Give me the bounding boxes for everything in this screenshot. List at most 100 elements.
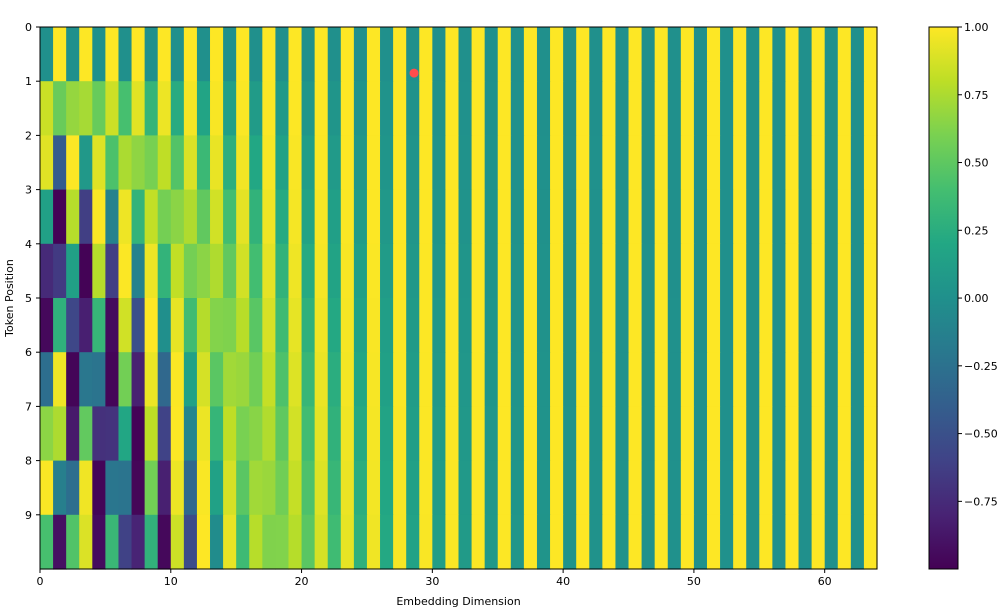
heatmap-cell — [511, 135, 525, 190]
heatmap-cell — [825, 298, 839, 353]
heatmap-cell — [53, 461, 67, 516]
heatmap-cell — [785, 461, 799, 516]
heatmap-cell — [615, 461, 629, 516]
heatmap-cell — [118, 190, 132, 245]
heatmap-cell — [485, 81, 499, 136]
heatmap-cell — [459, 135, 473, 190]
heatmap-cell — [210, 406, 224, 461]
heatmap-cell — [380, 27, 394, 82]
heatmap-cell — [184, 135, 198, 190]
heatmap-cell — [380, 81, 394, 136]
heatmap-cell — [249, 81, 263, 136]
heatmap-cell — [406, 352, 420, 407]
heatmap-cell — [655, 190, 669, 245]
heatmap-cell — [432, 352, 446, 407]
heatmap-cell — [445, 135, 459, 190]
heatmap-cell — [825, 352, 839, 407]
heatmap-cell — [445, 515, 459, 570]
heatmap-cell — [40, 406, 54, 461]
heatmap-cell — [419, 81, 433, 136]
heatmap-cell — [681, 190, 695, 245]
heatmap-cell — [576, 244, 590, 299]
heatmap-cell — [66, 461, 80, 516]
heatmap-cell — [498, 135, 512, 190]
heatmap-cell — [838, 244, 852, 299]
heatmap-cell — [746, 406, 760, 461]
heatmap-cell — [105, 298, 119, 353]
heatmap-cell — [720, 135, 734, 190]
heatmap-cell — [589, 298, 603, 353]
heatmap-cell — [602, 352, 616, 407]
heatmap-cell — [524, 244, 538, 299]
y-tick-label: 5 — [25, 292, 32, 305]
heatmap-cell — [79, 81, 93, 136]
heatmap-cell — [772, 244, 786, 299]
y-tick-label: 4 — [25, 238, 32, 251]
heatmap-cell — [485, 27, 499, 82]
heatmap-cell — [563, 298, 577, 353]
heatmap-cell — [812, 406, 826, 461]
heatmap-cell — [184, 515, 198, 570]
heatmap-cell — [105, 190, 119, 245]
heatmap-cell — [105, 352, 119, 407]
y-tick-label: 2 — [25, 129, 32, 142]
heatmap-cell — [668, 244, 682, 299]
heatmap-cell — [315, 190, 329, 245]
heatmap-cell — [838, 461, 852, 516]
heatmap-cell — [354, 298, 368, 353]
heatmap-cell — [132, 352, 146, 407]
heatmap-cell — [812, 461, 826, 516]
heatmap-cell — [66, 81, 80, 136]
heatmap-cell — [524, 461, 538, 516]
heatmap-cell — [288, 515, 302, 570]
heatmap-cell — [694, 27, 708, 82]
heatmap-cell — [485, 244, 499, 299]
heatmap-cell — [733, 27, 747, 82]
heatmap-cell — [825, 461, 839, 516]
heatmap-cell — [537, 298, 551, 353]
heatmap-cell — [733, 190, 747, 245]
heatmap-cell — [485, 406, 499, 461]
heatmap-cell — [419, 244, 433, 299]
heatmap-cell — [838, 515, 852, 570]
heatmap-cell — [759, 190, 773, 245]
heatmap-cell — [785, 352, 799, 407]
heatmap-cell — [158, 515, 172, 570]
heatmap-cell — [799, 406, 813, 461]
heatmap-cell — [655, 244, 669, 299]
heatmap-cell — [66, 298, 80, 353]
heatmap-cell — [864, 461, 878, 516]
heatmap-cell — [472, 406, 486, 461]
heatmap-cell — [825, 406, 839, 461]
heatmap-cell — [66, 27, 80, 82]
x-tick-label: 60 — [818, 575, 832, 588]
heatmap-cell — [472, 244, 486, 299]
heatmap-cell — [236, 352, 250, 407]
heatmap-cell — [746, 135, 760, 190]
heatmap-cell — [145, 135, 159, 190]
heatmap-cell — [79, 27, 93, 82]
heatmap-cell — [746, 461, 760, 516]
heatmap-cell — [851, 352, 865, 407]
heatmap-cell — [602, 190, 616, 245]
heatmap-cell — [197, 190, 211, 245]
heatmap-cell — [668, 515, 682, 570]
heatmap-cell — [132, 27, 146, 82]
heatmap-cell — [720, 352, 734, 407]
heatmap-cell — [79, 244, 93, 299]
heatmap-cell — [602, 406, 616, 461]
heatmap-cell — [406, 244, 420, 299]
heatmap-cell — [511, 515, 525, 570]
heatmap-cell — [694, 406, 708, 461]
heatmap-cell — [118, 515, 132, 570]
heatmap-cell — [550, 135, 564, 190]
heatmap-cell — [288, 244, 302, 299]
heatmap-cell — [92, 406, 106, 461]
heatmap-cell — [210, 190, 224, 245]
heatmap-cell — [655, 81, 669, 136]
heatmap-cell — [550, 406, 564, 461]
heatmap-cell — [288, 298, 302, 353]
heatmap-cell — [707, 406, 721, 461]
heatmap-cell — [511, 298, 525, 353]
heatmap-cell — [40, 81, 54, 136]
